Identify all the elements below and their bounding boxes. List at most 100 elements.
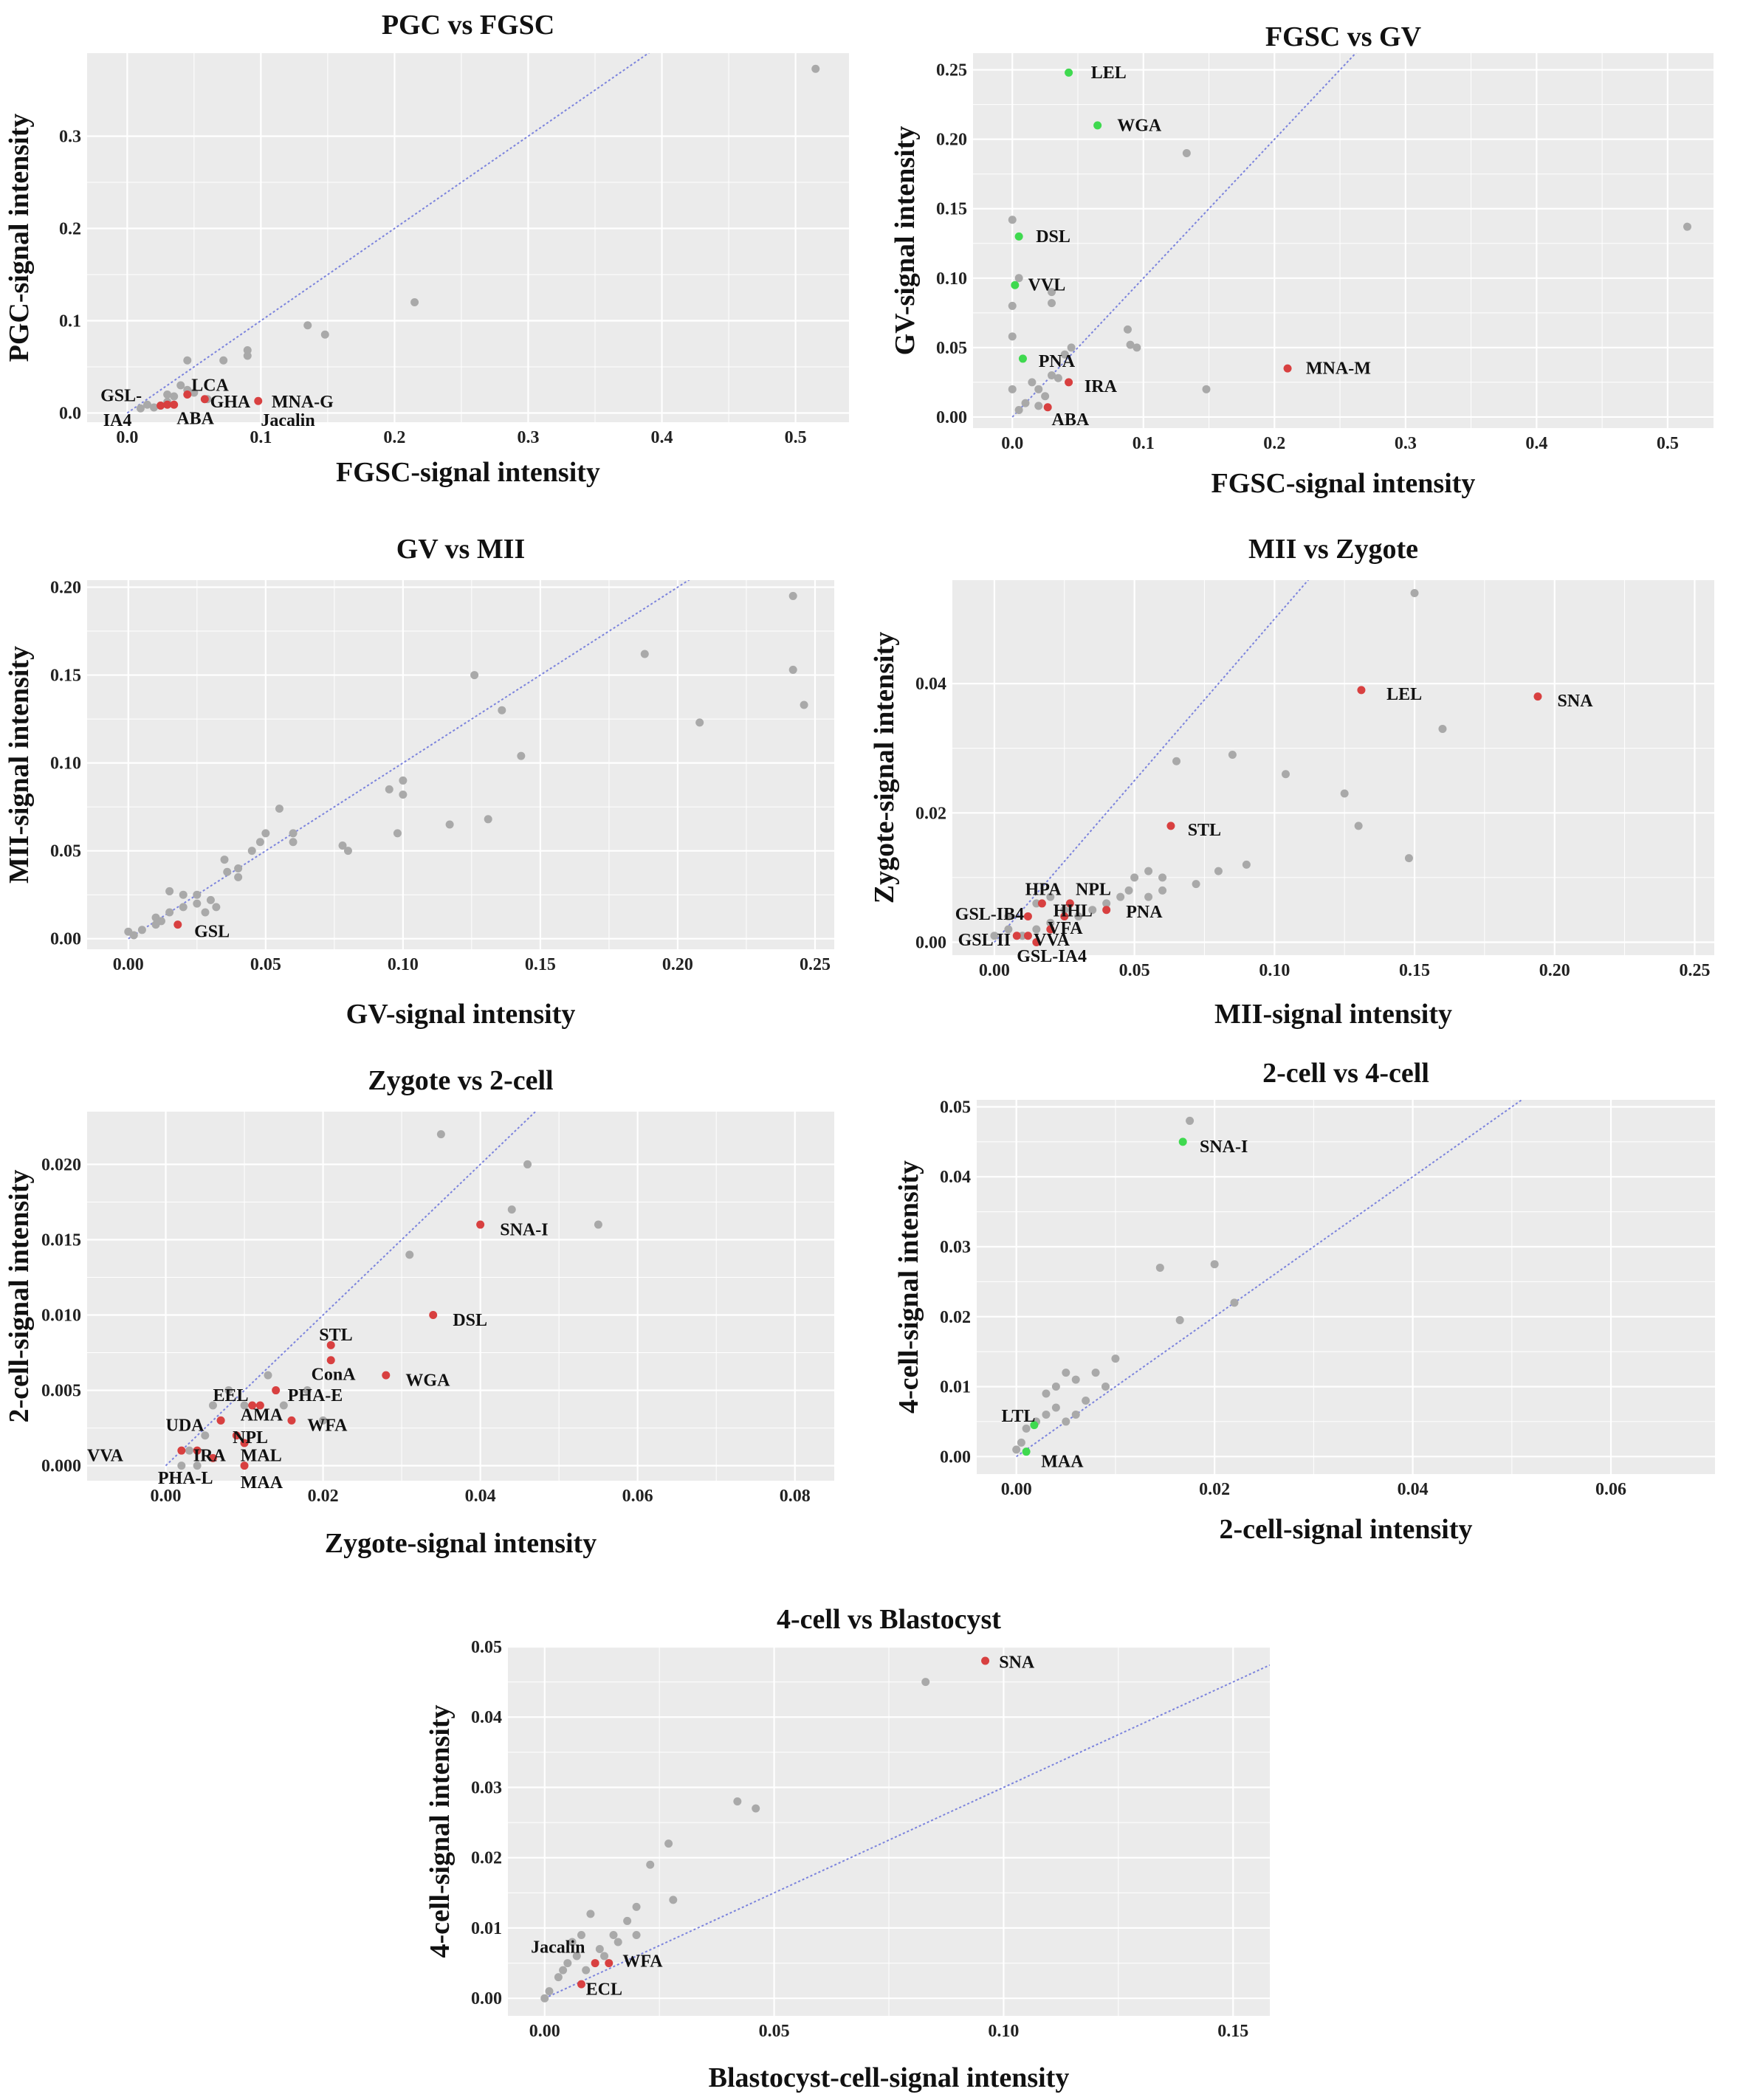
y-tick-label: 0.10 <box>50 754 81 774</box>
point-label: STL <box>319 1326 352 1345</box>
point-label: MNA-M <box>1306 359 1371 379</box>
scatter-point <box>577 1930 585 1939</box>
scatter-point <box>788 665 797 674</box>
scatter-point <box>165 887 174 895</box>
highlight-point-sna <box>981 1656 990 1665</box>
scatter-point <box>193 899 202 908</box>
scatter-point <box>1175 1316 1184 1325</box>
scatter-point <box>1014 274 1023 283</box>
highlight-point-pha-e <box>272 1386 281 1395</box>
scatter-point <box>1144 892 1153 901</box>
y-axis-label: 2-cell-signal intensity <box>4 1169 35 1422</box>
scatter-point <box>1101 1383 1110 1391</box>
scatter-point <box>1032 925 1041 934</box>
x-tick-label: 0.06 <box>622 1487 653 1506</box>
y-tick-label: 0.05 <box>50 842 81 861</box>
x-tick-label: 0.4 <box>1525 434 1547 453</box>
highlight-point-pha-l <box>208 1453 217 1462</box>
point-label: Jacalin <box>261 411 315 430</box>
scatter-point <box>445 820 454 829</box>
scatter-point <box>1130 873 1139 882</box>
scatter-point <box>1048 288 1056 297</box>
scatter-point <box>150 403 159 412</box>
point-label: GSL II <box>958 931 1011 950</box>
scatter-point <box>1071 1410 1080 1419</box>
x-tick-label: 0.2 <box>383 428 405 447</box>
y-tick-label: 0.2 <box>59 220 81 239</box>
y-tick-label: 0.3 <box>59 128 81 147</box>
point-label: DSL <box>453 1311 487 1330</box>
x-tick-label: 0.15 <box>1217 2022 1248 2041</box>
scatter-point <box>1210 1260 1219 1269</box>
scatter-point <box>405 1250 414 1259</box>
scatter-point <box>224 1386 233 1395</box>
x-tick-label: 0.0 <box>116 428 138 447</box>
scatter-point <box>163 390 172 399</box>
y-tick-label: 0.020 <box>41 1155 81 1174</box>
y-tick-label: 0.15 <box>936 200 967 219</box>
point-label: NPL <box>233 1428 268 1447</box>
scatter-point <box>623 1916 632 1925</box>
scatter-point <box>1202 385 1211 393</box>
scatter-point <box>157 917 165 926</box>
y-tick-label: 0.00 <box>50 930 81 949</box>
highlight-point-mna-g <box>254 396 263 405</box>
x-tick-label: 0.25 <box>1679 961 1710 980</box>
highlight-point-gsl-ib4 <box>1023 912 1032 920</box>
plot-background <box>952 580 1714 955</box>
scatter-point <box>1192 880 1200 889</box>
x-tick-label: 0.4 <box>651 428 673 447</box>
y-tick-label: 0.0 <box>59 404 81 424</box>
scatter-point <box>609 1930 618 1939</box>
scatter-point <box>1017 1438 1025 1447</box>
scatter-point <box>1034 385 1043 393</box>
highlight-point-aba <box>1043 403 1052 412</box>
highlight-point-gsl-ia4 <box>157 402 165 410</box>
highlight-point-ira <box>1065 378 1073 387</box>
scatter-point <box>613 1938 622 1946</box>
highlight-point-wfa <box>287 1416 296 1425</box>
point-label: GSL-IA4 <box>1017 947 1087 966</box>
scatter-point <box>669 1896 678 1904</box>
scatter-point <box>247 847 256 856</box>
scatter-point <box>640 650 649 658</box>
scatter-point <box>1048 299 1056 308</box>
highlight-point-ltl <box>1030 1421 1039 1430</box>
scatter-point <box>1186 1116 1195 1125</box>
scatter-point <box>1060 350 1069 359</box>
point-label: LEL <box>1386 685 1422 704</box>
scatter-point <box>1062 1417 1070 1426</box>
scatter-point <box>410 298 419 306</box>
scatter-point <box>1004 925 1013 934</box>
x-tick-label: 0.05 <box>250 955 281 974</box>
x-tick-label: 0.00 <box>151 1487 182 1506</box>
highlight-point-vva <box>177 1446 186 1455</box>
scatter-point <box>1091 1369 1100 1377</box>
point-label: VVA <box>1034 931 1070 950</box>
scatter-point <box>572 1952 581 1960</box>
scatter-point <box>1060 906 1069 915</box>
x-tick-label: 0.00 <box>529 2022 560 2041</box>
y-axis-label: 4-cell-signal intensity <box>425 1704 456 1958</box>
scatter-point <box>1062 1369 1070 1377</box>
point-label: ABA <box>1052 410 1090 430</box>
scatter-point <box>289 829 298 838</box>
point-label: SNA-I <box>1200 1137 1248 1157</box>
y-tick-label: 0.20 <box>50 579 81 598</box>
point-label: WFA <box>622 1952 663 1971</box>
scatter-point <box>1438 724 1447 733</box>
highlight-point-mal <box>240 1439 249 1447</box>
highlight-point-lel <box>1357 686 1366 695</box>
chart-title: GV vs MII <box>396 534 526 565</box>
scatter-point <box>319 1416 328 1425</box>
scatter-point <box>1282 770 1290 779</box>
y-axis-label: 4-cell-signal intensity <box>893 1160 924 1414</box>
scatter-point <box>1214 867 1223 875</box>
scatter-point <box>1071 1375 1080 1384</box>
scatter-point <box>1133 343 1141 352</box>
y-tick-label: 0.04 <box>915 675 946 694</box>
point-label: LEL <box>1091 63 1127 83</box>
highlight-point-hhl <box>1060 912 1069 920</box>
